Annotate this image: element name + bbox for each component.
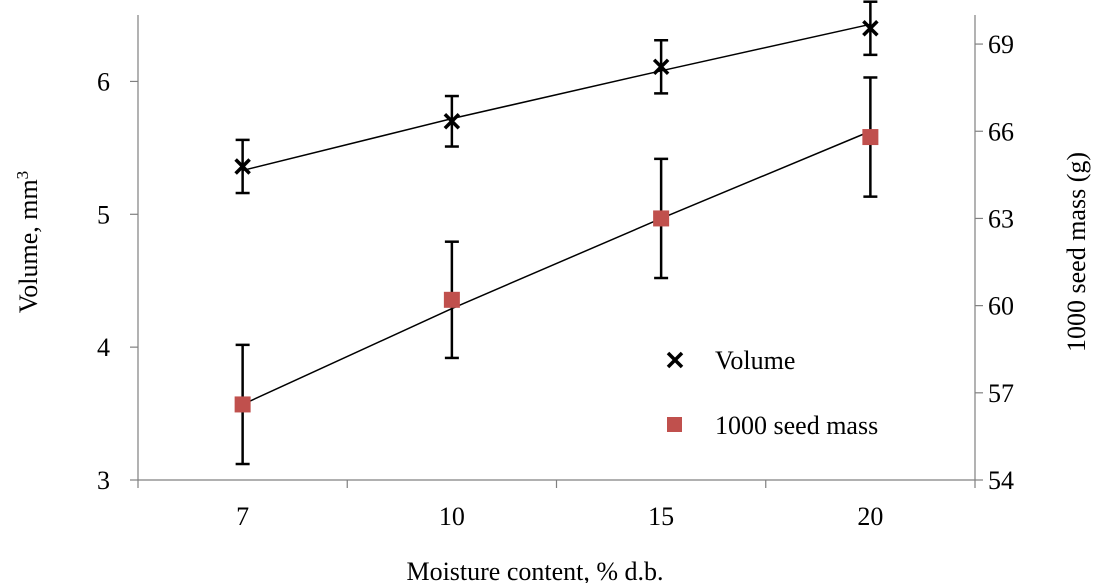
data-point-seed-mass (862, 129, 879, 146)
y-right-tick-label: 63 (988, 204, 1014, 233)
y-axis-left-title-sup: 3 (13, 171, 32, 180)
y-right-tick-label: 60 (988, 292, 1014, 321)
markers (234, 20, 879, 413)
legend-marker-seed-mass (667, 417, 682, 432)
trendlines (242, 23, 871, 406)
y-right-tick-label: 54 (988, 466, 1014, 495)
y-right-tick-label: 57 (988, 379, 1014, 408)
legend: Volume 1000 seed mass (666, 346, 878, 440)
legend-label-seed-mass: 1000 seed mass (715, 411, 878, 440)
y-left-tick-label: 4 (97, 333, 110, 362)
data-point-volume (862, 20, 879, 37)
data-point-seed-mass (443, 291, 460, 308)
x-tick-label: 7 (236, 502, 249, 531)
y-right-tick-label: 66 (988, 117, 1014, 146)
data-point-seed-mass (653, 210, 670, 227)
trendline-seed-mass (242, 130, 871, 406)
x-tick-label: 15 (648, 502, 674, 531)
legend-marker-volume (666, 351, 684, 369)
ticks: 3 4 5 6 54 57 60 63 66 69 7 10 15 20 (97, 30, 1014, 531)
data-point-volume (234, 158, 251, 175)
y-left-tick-label: 3 (97, 466, 110, 495)
y-left-tick-label: 5 (97, 200, 110, 229)
data-point-seed-mass (234, 396, 251, 413)
data-point-volume (652, 58, 670, 76)
error-bars (235, 0, 878, 466)
x-axis-title: Moisture content, % d.b. (406, 557, 663, 583)
y-left-tick-label: 6 (97, 67, 110, 96)
x-tick-label: 20 (857, 502, 883, 531)
trendline-volume (242, 23, 871, 172)
y-axis-left-title: Volume, mm3 (13, 171, 44, 313)
y-right-tick-label: 69 (988, 30, 1014, 59)
data-point-volume (443, 113, 461, 130)
y-axis-left-title-main: Volume, mm (14, 179, 43, 313)
y-axis-right-title: 1000 seed mass (g) (1062, 152, 1091, 352)
x-tick-label: 10 (439, 502, 465, 531)
legend-label-volume: Volume (715, 346, 795, 375)
